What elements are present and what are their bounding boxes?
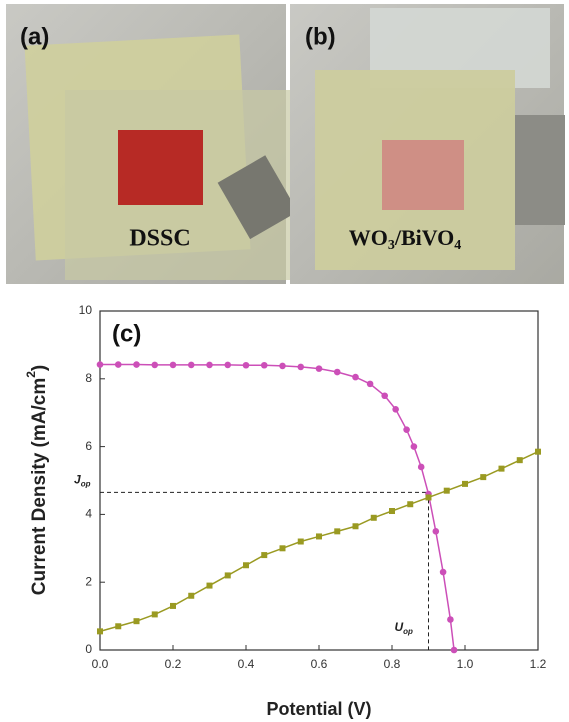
point xyxy=(392,406,399,413)
point xyxy=(367,381,374,388)
point xyxy=(316,533,322,539)
label-sub: op xyxy=(81,479,91,488)
point xyxy=(134,618,140,624)
y-tick-label: 0 xyxy=(85,642,92,656)
point xyxy=(298,539,304,545)
y-tick-label: 4 xyxy=(85,507,92,521)
point xyxy=(152,611,158,617)
label-part: Current Density (mA/cm xyxy=(29,378,50,596)
x-axis-title: Potential (V) xyxy=(266,699,371,719)
point xyxy=(535,449,541,455)
point xyxy=(243,362,250,369)
x-tick-label: 0.2 xyxy=(165,657,182,671)
point xyxy=(418,464,425,471)
point xyxy=(517,457,523,463)
photo-a: (a) DSSC xyxy=(6,4,298,284)
x-tick-label: 0.0 xyxy=(92,657,109,671)
point xyxy=(426,494,432,500)
point xyxy=(207,583,213,589)
x-tick-label: 0.8 xyxy=(384,657,401,671)
label-sub: op xyxy=(403,627,413,636)
point xyxy=(115,623,121,629)
point xyxy=(133,361,140,368)
series-line xyxy=(100,452,538,632)
point xyxy=(188,362,195,369)
point xyxy=(407,501,413,507)
point xyxy=(447,616,454,623)
point xyxy=(261,552,267,558)
point xyxy=(381,392,388,399)
y-axis-title: Current Density (mA/cm2) xyxy=(24,365,50,596)
label-sub: 3 xyxy=(388,238,395,253)
point xyxy=(334,369,341,376)
annotation: Jop xyxy=(74,473,91,489)
label-part: /BiVO xyxy=(394,225,454,250)
point xyxy=(352,374,359,381)
panel-tag: (c) xyxy=(112,320,141,347)
label-part: ) xyxy=(29,365,50,371)
point xyxy=(224,362,231,369)
point xyxy=(170,362,177,369)
point xyxy=(225,572,231,578)
point xyxy=(206,362,213,369)
y-tick-label: 6 xyxy=(85,439,92,453)
point xyxy=(411,443,418,450)
point xyxy=(353,523,359,529)
x-tick-label: 1.2 xyxy=(530,657,547,671)
point xyxy=(433,528,440,535)
point xyxy=(499,466,505,472)
point xyxy=(480,474,486,480)
x-tick-label: 0.6 xyxy=(311,657,328,671)
point xyxy=(451,647,458,654)
point xyxy=(462,481,468,487)
point xyxy=(243,562,249,568)
point xyxy=(444,488,450,494)
annotation: Uop xyxy=(395,620,414,636)
label-part: WO xyxy=(349,225,388,250)
point xyxy=(170,603,176,609)
y-tick-label: 8 xyxy=(85,371,92,385)
photo-label: DSSC xyxy=(129,226,190,252)
panel-tag: (b) xyxy=(305,23,336,50)
y-tick-label: 2 xyxy=(85,574,92,588)
point xyxy=(440,569,447,576)
point xyxy=(188,593,194,599)
y-tick-label: 10 xyxy=(79,303,93,317)
point xyxy=(389,508,395,514)
figure: (a) DSSC (b) WO3/BiVO4 Current Density (… xyxy=(0,0,569,722)
point xyxy=(261,362,268,369)
photo-label: WO3/BiVO4 xyxy=(349,225,462,253)
point xyxy=(403,426,410,433)
point xyxy=(115,361,122,368)
x-tick-label: 0.4 xyxy=(238,657,255,671)
point xyxy=(97,361,104,368)
label-sub: 4 xyxy=(454,238,461,253)
panel-tag: (a) xyxy=(20,23,49,50)
point xyxy=(334,528,340,534)
point xyxy=(297,364,304,371)
photo-b: (b) WO3/BiVO4 xyxy=(290,4,565,284)
point xyxy=(151,362,158,369)
point xyxy=(280,545,286,551)
point xyxy=(316,365,323,372)
point xyxy=(97,628,103,634)
label-part: U xyxy=(395,620,404,634)
point xyxy=(279,363,286,370)
x-tick-label: 1.0 xyxy=(457,657,474,671)
point xyxy=(371,515,377,521)
